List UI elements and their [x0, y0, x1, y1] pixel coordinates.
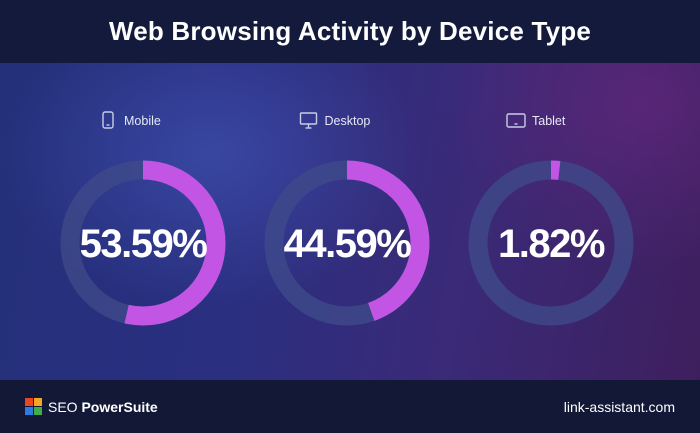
page-title: Web Browsing Activity by Device Type	[108, 16, 592, 46]
device-label-desktop: Desktop	[325, 114, 371, 128]
footer: SEO PowerSuite link-assistant.com	[0, 380, 700, 433]
tablet-icon	[506, 113, 526, 128]
seo-powersuite-logo-icon	[25, 398, 42, 415]
brand-name: SEO PowerSuite	[48, 399, 158, 415]
device-label-mobile: Mobile	[124, 114, 161, 128]
value-label-desktop: 44.59%	[284, 222, 412, 266]
value-label-mobile: 53.59%	[80, 222, 208, 266]
site-link[interactable]: link-assistant.com	[563, 398, 675, 415]
logo-square-3	[25, 407, 33, 415]
device-label-tablet: Tablet	[532, 114, 566, 128]
brand-prefix: SEO	[48, 398, 82, 415]
monitor-icon	[299, 112, 318, 129]
chart-area	[0, 63, 700, 380]
logo-square-1	[25, 398, 33, 406]
donut-arc-tablet	[468, 160, 634, 326]
brand-bold: PowerSuite	[81, 398, 158, 415]
brand: SEO PowerSuite	[25, 398, 158, 415]
value-label-tablet: 1.82%	[498, 222, 605, 266]
logo-square-2	[34, 398, 42, 406]
logo-square-4	[34, 407, 42, 415]
donut-arc-mobile	[60, 160, 226, 326]
header: Web Browsing Activity by Device Type	[0, 0, 700, 63]
donut-charts: Mobile 53.59% Desktop 44.59% Tablet 1.82%	[60, 111, 634, 326]
donut-arc-desktop	[264, 160, 430, 326]
phone-icon	[102, 111, 114, 129]
